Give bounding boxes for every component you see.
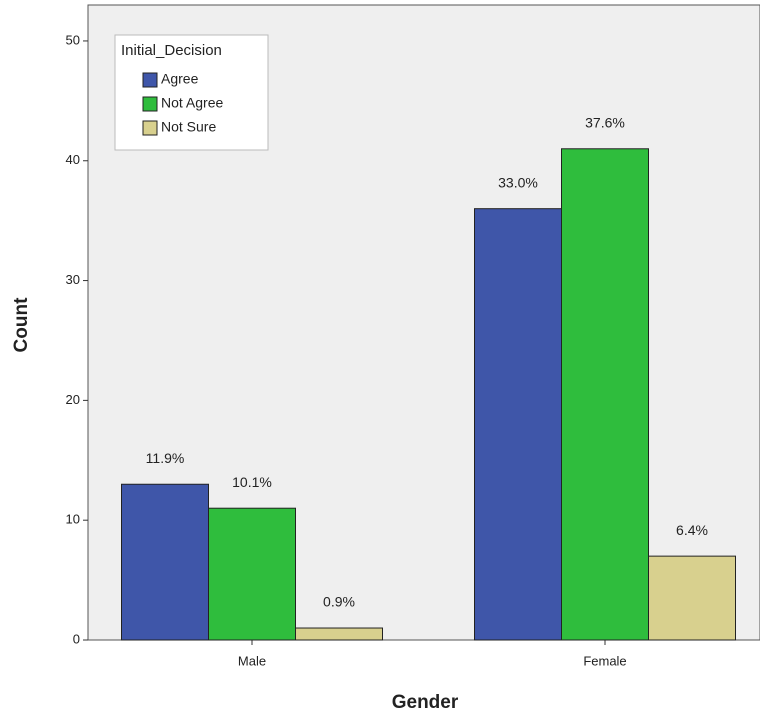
bar-label: 6.4% [676,522,708,538]
bar [296,628,383,640]
bar [122,484,209,640]
legend-label: Not Agree [161,95,223,111]
legend-label: Agree [161,71,199,87]
bar [475,209,562,640]
x-tick-label: Female [583,653,626,668]
legend-label: Not Sure [161,119,216,135]
y-tick-label: 40 [66,152,80,167]
y-axis-title: Count [11,297,32,353]
legend-title: Initial_Decision [121,42,222,59]
bar-label: 33.0% [498,174,538,190]
bar-label: 11.9% [146,450,185,466]
bar-label: 37.6% [585,114,625,130]
x-tick-label: Male [238,653,266,668]
legend-swatch [143,73,157,87]
x-axis-title: Gender [392,692,459,713]
y-tick-label: 0 [73,631,80,646]
bar-label: 0.9% [323,594,355,610]
bar [649,556,736,640]
legend-swatch [143,97,157,111]
chart: Gender Count 0 10 20 30 40 50 Male 11.9% 10.1% 0.… [0,0,760,715]
bar [209,508,296,640]
y-tick-label: 10 [66,512,80,527]
bar-label: 10.1% [232,474,272,490]
y-tick-label: 30 [66,272,80,287]
y-tick-label: 50 [66,32,80,47]
y-tick-label: 20 [66,392,80,407]
legend-swatch [143,121,157,135]
bar [562,149,649,640]
